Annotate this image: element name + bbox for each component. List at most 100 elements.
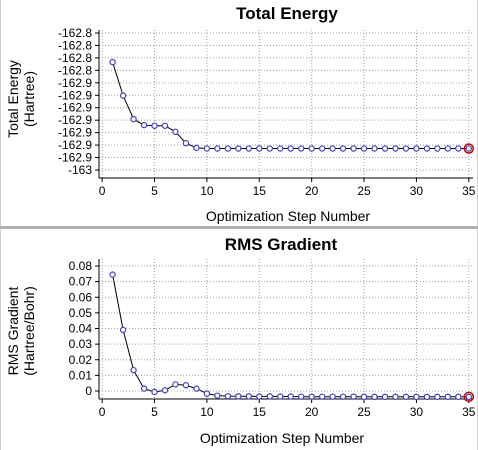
y-axis-unit: (Hartree) [21,71,37,127]
y-tick-label: -162.9 [58,76,92,90]
y-tick-label: -162.9 [58,113,92,127]
data-point [465,393,473,401]
data-point [308,393,315,400]
highlight-marker [463,143,475,154]
y-tick-label: 0.02 [69,353,93,367]
y-axis-title: Total Energy [5,60,21,138]
data-point [266,393,273,400]
data-point [172,381,179,388]
x-tick-label: 30 [410,405,424,419]
data-point [308,145,315,152]
data-point [109,271,116,278]
data-point [381,393,389,401]
data-point [371,393,378,401]
data-point [297,145,305,152]
x-tick-label: 5 [151,184,158,198]
data-point [392,145,399,152]
data-point [256,393,263,400]
y-tick-label: -162.9 [58,126,92,140]
data-point [350,393,357,400]
x-tick-label: 20 [305,184,319,198]
data-point [172,128,179,135]
y-tick-label: -162.9 [58,138,92,152]
data-point [434,393,441,401]
plot-area [99,30,473,178]
data-point [245,145,253,152]
data-point [444,393,452,401]
y-tick-label: 0.06 [69,290,93,304]
x-tick-label: 15 [253,405,267,419]
panel-divider[interactable] [0,226,478,229]
x-tick-label: 10 [200,184,214,198]
data-point [423,145,431,152]
y-tick-label: 0.03 [69,337,93,351]
x-tick-label: 5 [151,405,158,419]
data-point [402,145,410,152]
data-point [297,393,305,400]
data-point [329,393,336,400]
y-tick-label: -162.8 [58,26,92,40]
data-point [119,92,127,99]
x-tick-label: 25 [357,184,371,198]
x-tick-label: 10 [200,405,214,419]
data-point [151,388,158,396]
y-tick-label: -162.8 [58,38,92,52]
y-tick-label: -162.8 [58,51,92,65]
data-point [381,145,389,152]
data-point [329,145,336,152]
data-point [256,145,263,152]
data-point [423,393,431,401]
data-point [161,122,169,129]
data-point [339,145,347,152]
data-point [266,145,273,152]
y-tick-label: -163 [68,163,92,177]
x-tick-label: 15 [253,184,267,198]
data-point [287,393,294,400]
chart-title: RMS Gradient [225,235,338,254]
data-point [402,393,410,401]
y-tick-label: 0.05 [69,306,93,320]
data-point [360,393,368,401]
y-tick-label: 0.04 [69,322,93,336]
data-point [109,58,116,66]
x-tick-label: 35 [462,184,476,198]
data-point [465,145,473,152]
data-point [277,145,284,152]
data-point [235,393,242,400]
data-point [224,392,232,400]
y-tick-label: 0.08 [69,259,93,273]
data-point [224,145,232,152]
y-axis-unit: (Hartree/Bohr) [21,286,37,375]
data-point [119,326,127,334]
y-tick-label: -162.9 [58,88,92,102]
y-tick-label: 0.01 [69,368,93,382]
data-point [287,145,294,152]
data-point [444,145,452,152]
x-tick-label: 30 [410,184,424,198]
data-point [140,385,148,392]
rms-gradient-chart: RMS Gradient 0 5 10 15 20 25 30 35 0.08 0.070.06 0.… [5,235,476,446]
data-point [455,145,462,152]
data-point [151,122,158,129]
data-point [360,145,368,152]
y-tick-label: -162.8 [58,63,92,77]
chart-title: Total Energy [236,4,338,23]
data-point [182,382,190,389]
data-point [193,385,200,392]
data-point [214,145,221,152]
data-point [318,145,326,152]
x-axis-title: Optimization Step Number [206,208,371,224]
data-point [203,145,211,152]
total-energy-chart-panel: Total Energy 0 5 10 15 20 25 30 35 -162.8 -162.8 -1… [1,0,477,226]
y-tick-label: 0.07 [69,275,93,289]
data-point [392,393,399,401]
data-point [161,387,169,394]
data-point [130,366,137,374]
data-point [318,393,326,400]
data-point [140,121,148,129]
y-axis-title: RMS Gradient [5,287,21,376]
data-point [455,393,462,401]
data-point [182,139,190,147]
x-axis-title: Optimization Step Number [200,430,365,446]
